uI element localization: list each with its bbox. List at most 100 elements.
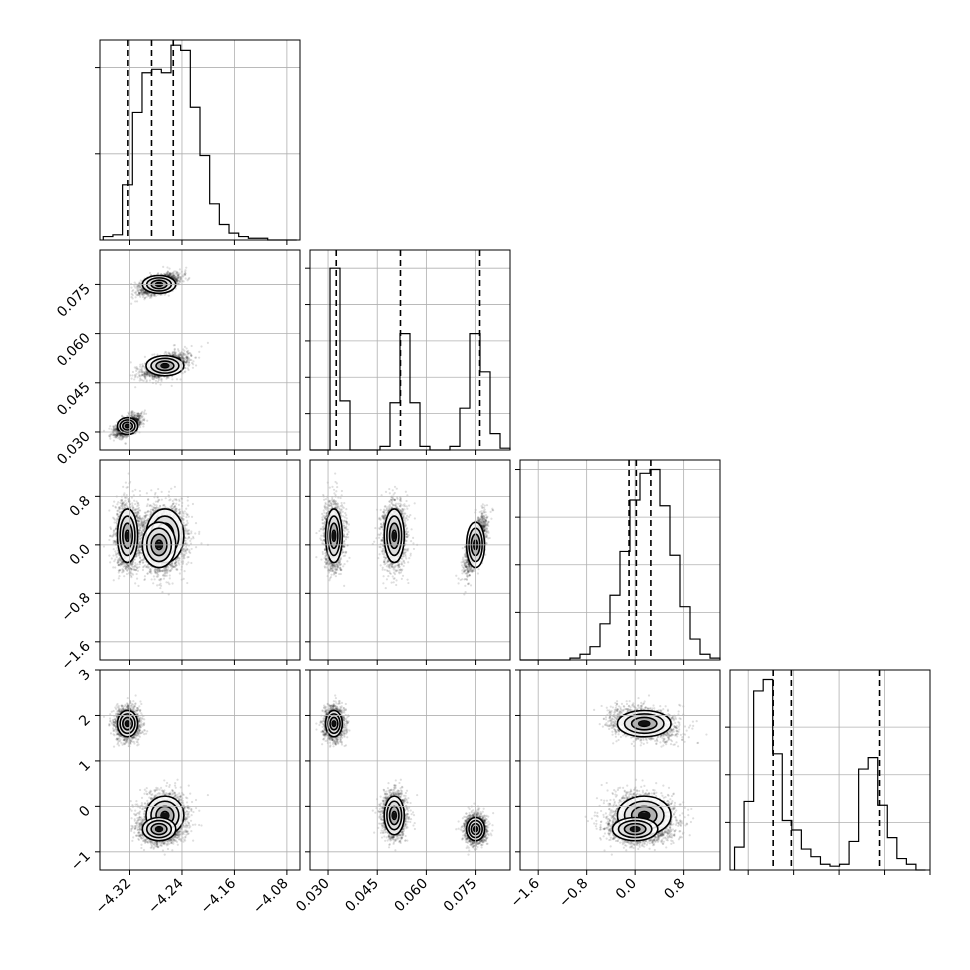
scatter-point: [186, 355, 189, 358]
scatter-point: [138, 414, 141, 417]
scatter-point: [186, 363, 189, 366]
scatter-point: [166, 271, 169, 274]
scatter-point: [175, 355, 179, 358]
scatter-point: [122, 434, 125, 437]
scatter-point: [113, 427, 116, 431]
scatter-point: [189, 352, 192, 355]
scatter-point: [178, 353, 181, 356]
scatter-point: [118, 433, 122, 436]
scatter-point: [117, 432, 121, 435]
scatter-point: [178, 354, 181, 357]
scatter-point: [178, 279, 181, 282]
scatter-point: [131, 410, 134, 413]
scatter-point: [134, 417, 137, 420]
scatter-point: [151, 375, 154, 378]
scatter-point: [173, 348, 176, 351]
scatter-point: [114, 428, 118, 431]
scatter-point: [139, 414, 142, 418]
scatter-point: [114, 424, 117, 427]
scatter-point: [138, 421, 142, 424]
scatter-point: [134, 416, 138, 419]
scatter-point: [136, 289, 139, 292]
scatter-point: [140, 370, 143, 374]
scatter-point: [152, 375, 156, 379]
scatter-point: [165, 377, 168, 380]
scatter-point: [138, 420, 142, 424]
scatter-point: [138, 416, 141, 420]
scatter-point: [168, 272, 171, 275]
scatter-point: [176, 273, 179, 276]
scatter-point: [177, 273, 180, 277]
scatter-point: [155, 376, 158, 379]
scatter-point: [140, 291, 143, 294]
scatter-point: [153, 375, 157, 379]
scatter-point: [141, 364, 144, 368]
scatter-point: [136, 417, 139, 421]
scatter-point: [134, 414, 137, 417]
scatter-point: [150, 296, 153, 299]
scatter-point: [168, 272, 171, 275]
scatter-point: [116, 433, 119, 436]
scatter-point: [137, 418, 140, 422]
scatter-point: [138, 293, 141, 296]
scatter-point: [163, 273, 166, 276]
scatter-point: [178, 280, 181, 283]
scatter-point: [138, 423, 141, 426]
scatter-point: [137, 289, 140, 293]
scatter-point: [182, 275, 185, 278]
scatter-point: [110, 433, 113, 436]
scatter-point: [142, 365, 145, 368]
scatter-point: [133, 415, 136, 418]
scatter-point: [153, 353, 156, 356]
scatter-point: [192, 360, 195, 363]
scatter-point: [117, 433, 120, 436]
scatter-point: [140, 288, 143, 291]
scatter-point: [182, 351, 185, 355]
scatter-point: [114, 433, 117, 437]
scatter-point: [111, 433, 115, 437]
scatter-point: [146, 291, 149, 294]
scatter-point: [168, 273, 171, 276]
scatter-point: [142, 422, 145, 426]
scatter-point: [169, 273, 172, 276]
scatter-point: [189, 353, 193, 356]
scatter-point: [127, 434, 130, 437]
scatter-point: [145, 370, 148, 373]
scatter-point: [135, 418, 139, 421]
scatter-point: [117, 436, 121, 439]
scatter-point: [126, 414, 129, 418]
scatter-point: [121, 434, 124, 437]
scatter-point: [146, 293, 149, 296]
scatter-point: [181, 358, 185, 361]
scatter-point: [122, 435, 126, 438]
panel-1-0-content: [102, 265, 210, 445]
scatter-point: [143, 367, 146, 370]
scatter-point: [130, 296, 133, 299]
scatter-point: [131, 414, 134, 417]
scatter-point: [118, 437, 121, 440]
scatter-point: [134, 386, 137, 389]
scatter-point: [136, 417, 139, 420]
scatter-point: [185, 359, 188, 363]
scatter-point: [145, 372, 148, 375]
scatter-point: [133, 414, 137, 417]
scatter-point: [137, 418, 140, 421]
scatter-point: [113, 436, 116, 439]
scatter-point: [169, 274, 172, 278]
scatter-point: [143, 373, 146, 376]
scatter-point: [144, 377, 147, 381]
scatter-point: [134, 414, 137, 417]
scatter-point: [135, 414, 139, 417]
scatter-point: [172, 273, 175, 277]
scatter-point: [135, 418, 139, 421]
scatter-point: [148, 372, 151, 375]
scatter-point: [141, 379, 144, 382]
scatter-point: [142, 425, 145, 428]
scatter-point: [138, 374, 141, 378]
scatter-point: [136, 418, 139, 421]
scatter-point: [151, 294, 154, 297]
scatter-point: [112, 425, 115, 428]
scatter-point: [174, 276, 178, 279]
scatter-point: [146, 291, 149, 294]
scatter-point: [132, 289, 135, 292]
